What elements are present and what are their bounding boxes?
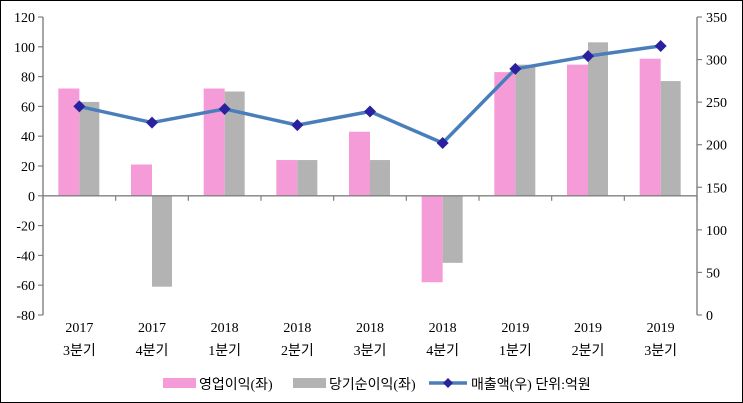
category-label-year: 2018 <box>429 321 457 336</box>
left-axis-tick-label: 120 <box>14 11 35 26</box>
revenue-marker-diamond-icon <box>654 39 667 52</box>
revenue-marker-diamond-icon <box>218 102 231 115</box>
category-label-quarter: 2분기 <box>572 343 605 359</box>
left-axis-tick-label: 80 <box>21 71 35 86</box>
revenue-marker-diamond-icon <box>73 100 86 113</box>
category-label-year: 2018 <box>283 321 311 336</box>
legend-label: 매출액(우) 단위:억원 <box>471 377 591 393</box>
bar-net-profit <box>152 195 172 287</box>
bar-net-profit <box>442 195 463 263</box>
bar-net-profit <box>224 91 245 196</box>
bar-operating-profit <box>58 88 80 196</box>
category-label-year: 2019 <box>647 321 675 336</box>
category-label-year: 2019 <box>574 321 602 336</box>
category-label-quarter: 1분기 <box>208 343 241 359</box>
revenue-marker-diamond-icon <box>291 119 304 132</box>
legend-item-revenue: 매출액(우) 단위:억원 <box>429 377 591 393</box>
category-label-year: 2017 <box>65 321 93 336</box>
bar-operating-profit <box>421 195 443 283</box>
category-label-year: 2018 <box>356 321 384 336</box>
left-axis-tick-label: -40 <box>16 249 35 264</box>
bar-operating-profit <box>203 88 225 196</box>
left-axis-tick-label: 20 <box>21 160 35 175</box>
category-label-quarter: 3분기 <box>63 343 96 359</box>
bar-net-profit <box>297 160 318 196</box>
legend-swatch-bar <box>163 378 196 388</box>
bar-operating-profit <box>494 72 516 196</box>
right-axis-tick-label: 50 <box>706 266 720 281</box>
bar-net-profit <box>660 81 681 196</box>
right-axis-tick-label: 150 <box>706 181 727 196</box>
bar-operating-profit <box>567 64 588 196</box>
right-axis-tick-label: 200 <box>706 139 727 154</box>
category-label-quarter: 2분기 <box>281 343 314 359</box>
category-label-year: 2019 <box>501 321 529 336</box>
left-axis-tick-label: -20 <box>16 220 35 235</box>
legend-label: 당기순이익(좌) <box>329 377 416 393</box>
category-label-year: 2017 <box>138 321 166 336</box>
category-label-year: 2018 <box>211 321 239 336</box>
revenue-marker-diamond-icon <box>146 116 158 129</box>
revenue-marker-diamond-icon <box>436 137 449 150</box>
bar-net-profit <box>370 160 390 196</box>
left-axis-tick-label: -80 <box>16 309 35 324</box>
bar-operating-profit <box>639 58 661 196</box>
left-axis-tick-label: 40 <box>21 130 35 145</box>
category-label-quarter: 3분기 <box>644 343 677 359</box>
legend-label: 영업이익(좌) <box>199 377 273 393</box>
revenue-marker-diamond-icon <box>364 105 376 118</box>
legend-diamond-icon <box>443 378 453 388</box>
right-axis-tick-label: 350 <box>706 11 727 26</box>
left-axis-tick-label: 0 <box>28 190 35 205</box>
right-axis-tick-label: 100 <box>706 224 727 239</box>
right-axis-tick-label: 300 <box>706 54 727 69</box>
bar-operating-profit <box>131 164 152 196</box>
bar-net-profit <box>515 64 536 196</box>
left-axis-tick-label: 100 <box>14 41 35 56</box>
category-label-quarter: 1분기 <box>499 343 532 359</box>
bar-net-profit <box>588 42 608 196</box>
bar-operating-profit <box>349 131 370 196</box>
category-label-quarter: 4분기 <box>136 343 169 359</box>
bar-operating-profit <box>276 160 298 196</box>
right-axis-tick-label: 0 <box>706 309 713 324</box>
left-axis-tick-label: 60 <box>21 100 35 115</box>
category-label-quarter: 4분기 <box>426 343 459 359</box>
legend-item-net-profit: 당기순이익(좌) <box>293 377 416 393</box>
left-axis-tick-label: -60 <box>16 279 35 294</box>
right-axis-tick-label: 250 <box>706 96 727 111</box>
revenue-marker-diamond-icon <box>582 50 594 63</box>
category-label-quarter: 3분기 <box>354 343 387 359</box>
bar-net-profit <box>79 101 100 196</box>
legend-item-operating-profit: 영업이익(좌) <box>163 377 273 393</box>
legend-swatch-bar <box>293 378 326 388</box>
